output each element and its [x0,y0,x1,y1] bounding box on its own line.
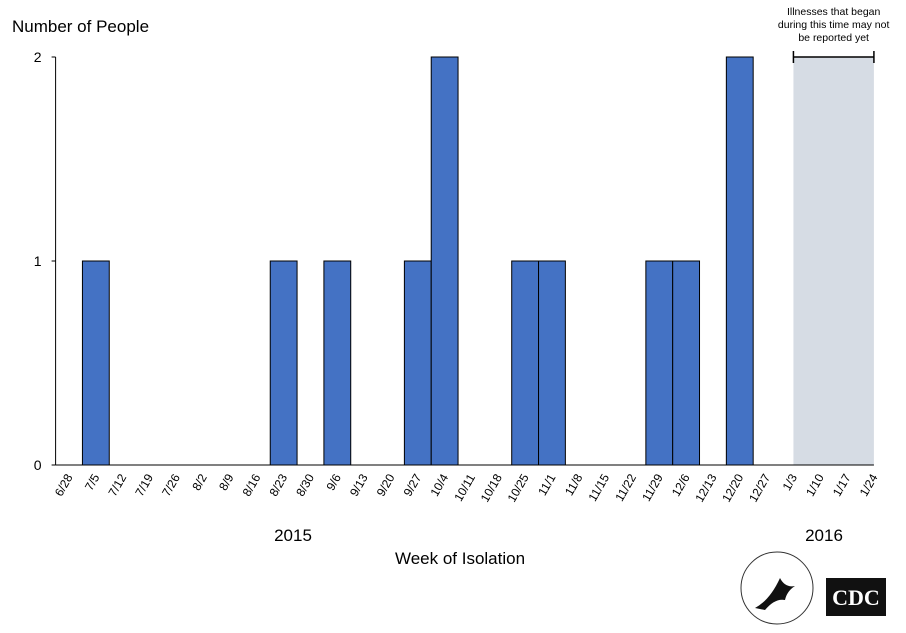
bar [645,260,674,466]
cdc-logo: CDC [826,578,886,616]
y-tick-label: 2 [34,49,42,65]
shaded-region [793,57,874,465]
seal-eagle [755,578,795,610]
seal-ring [740,551,814,625]
bar [725,56,754,466]
bar [511,260,540,466]
year-label: 2016 [805,526,843,545]
y-axis-title: Number of People [12,17,149,36]
shaded-region-label: during this time may not [778,19,890,31]
cdc-logo-box [826,578,886,616]
bar [269,260,298,466]
shaded-region-label: Illnesses that began [787,6,881,18]
y-tick-label: 0 [34,457,42,473]
year-label: 2015 [274,526,312,545]
bar [323,260,352,466]
cdc-logo-text: CDC [832,585,880,610]
y-tick-label: 1 [34,253,42,269]
shaded-region-label: be reported yet [798,32,869,44]
hhs-logo [740,551,814,625]
bar [403,260,432,466]
bar [672,260,701,466]
bar [430,56,459,466]
bar [538,260,566,466]
bar [81,260,110,466]
x-axis-title: Week of Isolation [395,549,525,568]
